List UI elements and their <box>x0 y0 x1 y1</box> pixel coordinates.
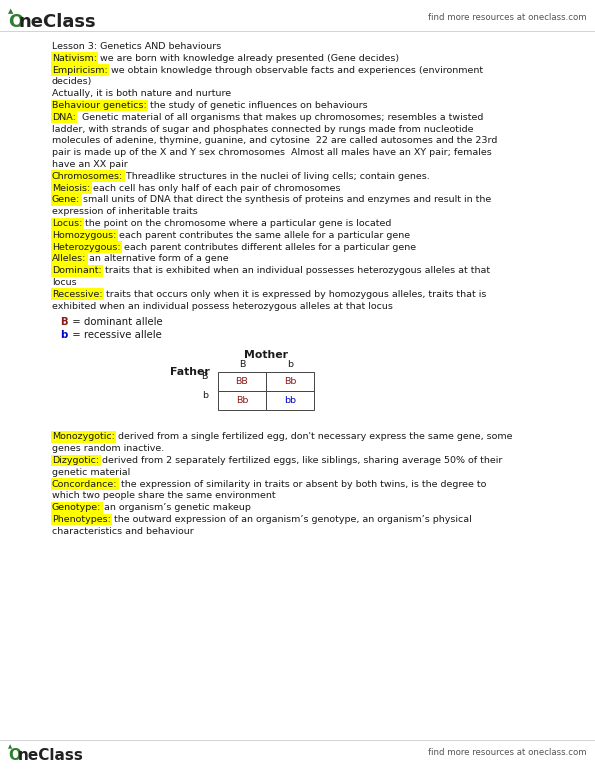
Text: Dizygotic:: Dizygotic: <box>52 456 99 465</box>
Text: Meiosis:: Meiosis: <box>52 183 90 192</box>
Text: Bb: Bb <box>236 397 248 405</box>
Text: Alleles:: Alleles: <box>52 254 86 263</box>
Text: DNA:: DNA: <box>52 112 76 122</box>
Text: neClass: neClass <box>19 13 96 31</box>
Text: which two people share the same environment: which two people share the same environm… <box>52 491 275 500</box>
Bar <box>266 391 314 410</box>
Text: expression of inheritable traits: expression of inheritable traits <box>52 207 198 216</box>
Text: the expression of similarity in traits or absent by both twins, is the degree to: the expression of similarity in traits o… <box>117 480 486 489</box>
Text: O: O <box>8 748 21 763</box>
Text: an alternative form of a gene: an alternative form of a gene <box>86 254 229 263</box>
Text: exhibited when an individual possess heterozygous alleles at that locus: exhibited when an individual possess het… <box>52 302 393 310</box>
Text: the point on the chromosome where a particular gene is located: the point on the chromosome where a part… <box>82 219 392 228</box>
Text: each parent contributes different alleles for a particular gene: each parent contributes different allele… <box>121 243 416 252</box>
Text: b: b <box>287 360 293 370</box>
Text: Actually, it is both nature and nurture: Actually, it is both nature and nurture <box>52 89 231 99</box>
Text: Gene:: Gene: <box>52 196 80 204</box>
Text: genes random inactive.: genes random inactive. <box>52 444 164 454</box>
Text: Genetic material of all organisms that makes up chromosomes; resembles a twisted: Genetic material of all organisms that m… <box>76 112 483 122</box>
Text: each parent contributes the same allele for a particular gene: each parent contributes the same allele … <box>117 231 411 239</box>
Text: traits that is exhibited when an individual possesses heterozygous alleles at th: traits that is exhibited when an individ… <box>102 266 490 275</box>
Text: Heterozygous:: Heterozygous: <box>52 243 121 252</box>
Text: an organism’s genetic makeup: an organism’s genetic makeup <box>101 504 251 512</box>
Text: Father: Father <box>170 367 210 377</box>
Text: Monozygotic:: Monozygotic: <box>52 433 115 441</box>
Text: b: b <box>202 391 208 400</box>
Text: Recessive:: Recessive: <box>52 290 102 299</box>
Text: ▲: ▲ <box>8 8 13 14</box>
Text: Chromosomes:: Chromosomes: <box>52 172 123 181</box>
Text: Dominant:: Dominant: <box>52 266 102 275</box>
Text: derived from 2 separately fertilized eggs, like siblings, sharing average 50% of: derived from 2 separately fertilized egg… <box>99 456 503 465</box>
Bar <box>266 373 314 391</box>
Text: decides): decides) <box>52 78 92 86</box>
Text: characteristics and behaviour: characteristics and behaviour <box>52 527 194 536</box>
Text: Behaviour genetics:: Behaviour genetics: <box>52 101 147 110</box>
Text: Concordance:: Concordance: <box>52 480 117 489</box>
Text: molecules of adenine, thymine, guanine, and cytosine  22 are called autosomes an: molecules of adenine, thymine, guanine, … <box>52 136 497 146</box>
Text: derived from a single fertilized egg, don't necessary express the same gene, som: derived from a single fertilized egg, do… <box>115 433 512 441</box>
Text: each cell has only half of each pair of chromosomes: each cell has only half of each pair of … <box>90 183 341 192</box>
Text: B: B <box>202 373 208 381</box>
Text: locus: locus <box>52 278 77 287</box>
Text: Nativism:: Nativism: <box>52 54 97 63</box>
Text: b: b <box>60 330 67 340</box>
Text: pair is made up of the X and Y sex chromosomes  Almost all males have an XY pair: pair is made up of the X and Y sex chrom… <box>52 148 491 157</box>
Text: find more resources at oneclass.com: find more resources at oneclass.com <box>428 13 587 22</box>
Text: = recessive allele: = recessive allele <box>69 330 162 340</box>
Text: traits that occurs only when it is expressed by homozygous alleles, traits that : traits that occurs only when it is expre… <box>102 290 486 299</box>
Text: O: O <box>8 13 23 31</box>
Text: have an XX pair: have an XX pair <box>52 160 128 169</box>
Text: genetic material: genetic material <box>52 468 130 477</box>
Text: neClass: neClass <box>18 748 84 763</box>
Text: B: B <box>239 360 245 370</box>
Text: Bb: Bb <box>284 377 296 387</box>
Bar <box>218 373 266 391</box>
Bar <box>218 391 266 410</box>
Text: Phenotypes:: Phenotypes: <box>52 515 111 524</box>
Text: Locus:: Locus: <box>52 219 82 228</box>
Text: we are born with knowledge already presented (Gene decides): we are born with knowledge already prese… <box>97 54 399 63</box>
Text: Empiricism:: Empiricism: <box>52 65 108 75</box>
Text: bb: bb <box>284 397 296 405</box>
Text: BB: BB <box>236 377 248 387</box>
Text: Genotype:: Genotype: <box>52 504 101 512</box>
Text: ladder, with strands of sugar and phosphates connected by rungs made from nucleo: ladder, with strands of sugar and phosph… <box>52 125 474 134</box>
Text: Homozygous:: Homozygous: <box>52 231 117 239</box>
Text: ▲: ▲ <box>8 744 12 749</box>
Text: small units of DNA that direct the synthesis of proteins and enzymes and result : small units of DNA that direct the synth… <box>80 196 491 204</box>
Text: Mother: Mother <box>244 350 288 360</box>
Text: we obtain knowledge through observable facts and experiences (environment: we obtain knowledge through observable f… <box>108 65 483 75</box>
Text: Threadlike structures in the nuclei of living cells; contain genes.: Threadlike structures in the nuclei of l… <box>123 172 430 181</box>
Text: find more resources at oneclass.com: find more resources at oneclass.com <box>428 748 587 757</box>
Text: B: B <box>60 317 67 327</box>
Text: Lesson 3: Genetics AND behaviours: Lesson 3: Genetics AND behaviours <box>52 42 221 51</box>
Text: the study of genetic influences on behaviours: the study of genetic influences on behav… <box>147 101 367 110</box>
Text: the outward expression of an organism’s genotype, an organism’s physical: the outward expression of an organism’s … <box>111 515 472 524</box>
Text: = dominant allele: = dominant allele <box>69 317 162 327</box>
